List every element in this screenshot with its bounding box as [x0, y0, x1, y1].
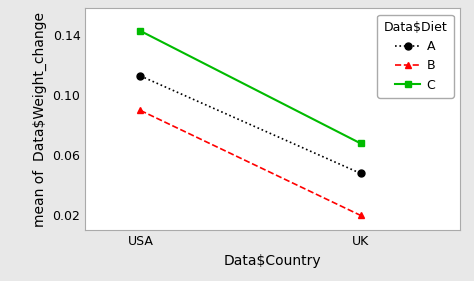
C: [137, 29, 143, 33]
B: [358, 214, 364, 217]
C: [358, 142, 364, 145]
X-axis label: Data$Country: Data$Country: [224, 254, 321, 268]
Line: C: C: [137, 28, 364, 147]
Y-axis label: mean of  Data$Weight_change: mean of Data$Weight_change: [33, 12, 47, 227]
Line: A: A: [137, 72, 364, 177]
Legend: A, B, C: A, B, C: [377, 15, 454, 98]
A: [137, 74, 143, 78]
Line: B: B: [137, 107, 364, 219]
A: [358, 172, 364, 175]
B: [137, 109, 143, 112]
